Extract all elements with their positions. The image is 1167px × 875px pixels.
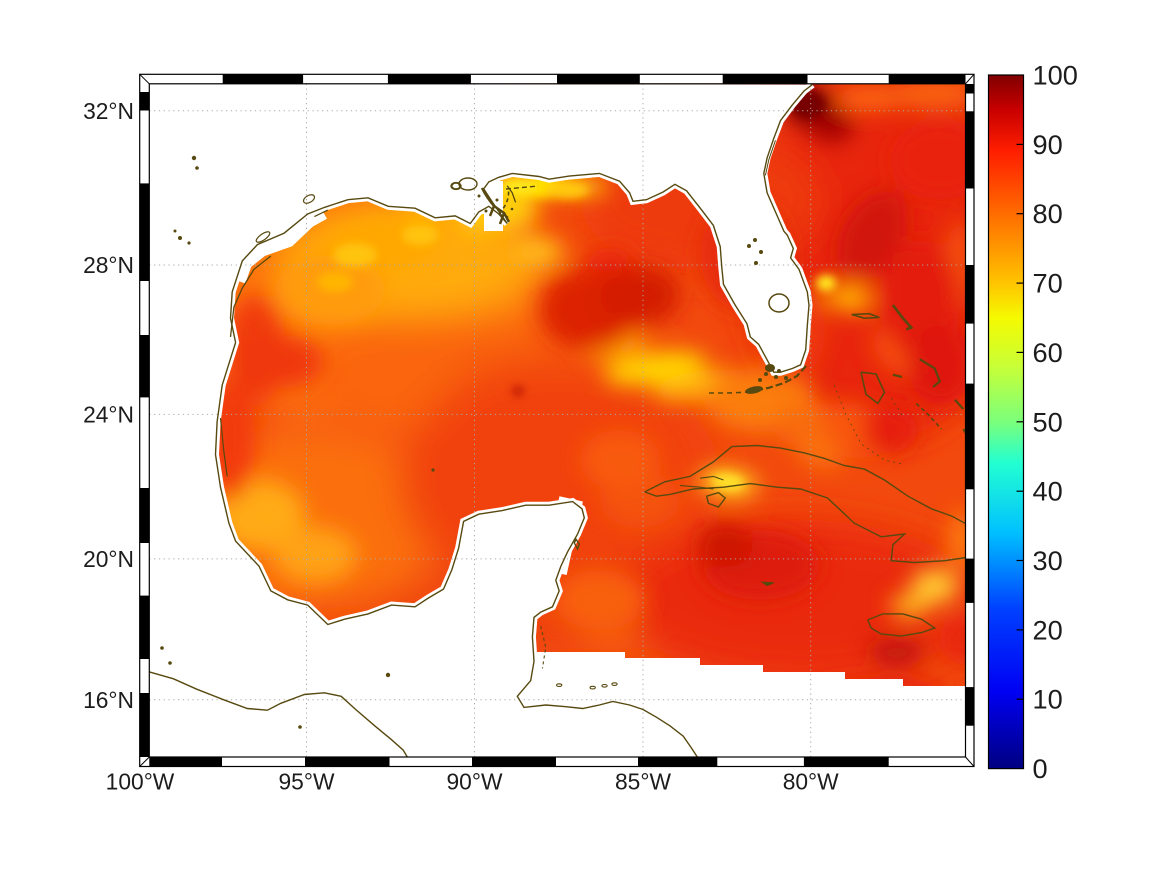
svg-text:24°N: 24°N [83,401,134,427]
svg-text:70: 70 [1033,268,1063,299]
svg-text:0: 0 [1033,753,1048,784]
svg-text:16°N: 16°N [83,687,134,713]
svg-text:50: 50 [1033,406,1063,437]
svg-text:90: 90 [1033,129,1063,160]
svg-text:30: 30 [1033,545,1063,576]
svg-text:32°N: 32°N [83,98,134,124]
svg-text:100: 100 [1033,60,1078,91]
svg-text:80°W: 80°W [783,769,839,795]
svg-text:80: 80 [1033,198,1063,229]
svg-text:20°N: 20°N [83,546,134,572]
svg-text:100°W: 100°W [106,769,175,795]
svg-text:28°N: 28°N [83,252,134,278]
svg-text:40: 40 [1033,476,1063,507]
svg-text:85°W: 85°W [615,769,671,795]
svg-text:60: 60 [1033,337,1063,368]
svg-text:10: 10 [1033,684,1063,715]
svg-text:90°W: 90°W [447,769,503,795]
svg-text:20: 20 [1033,614,1063,645]
svg-text:95°W: 95°W [279,769,335,795]
